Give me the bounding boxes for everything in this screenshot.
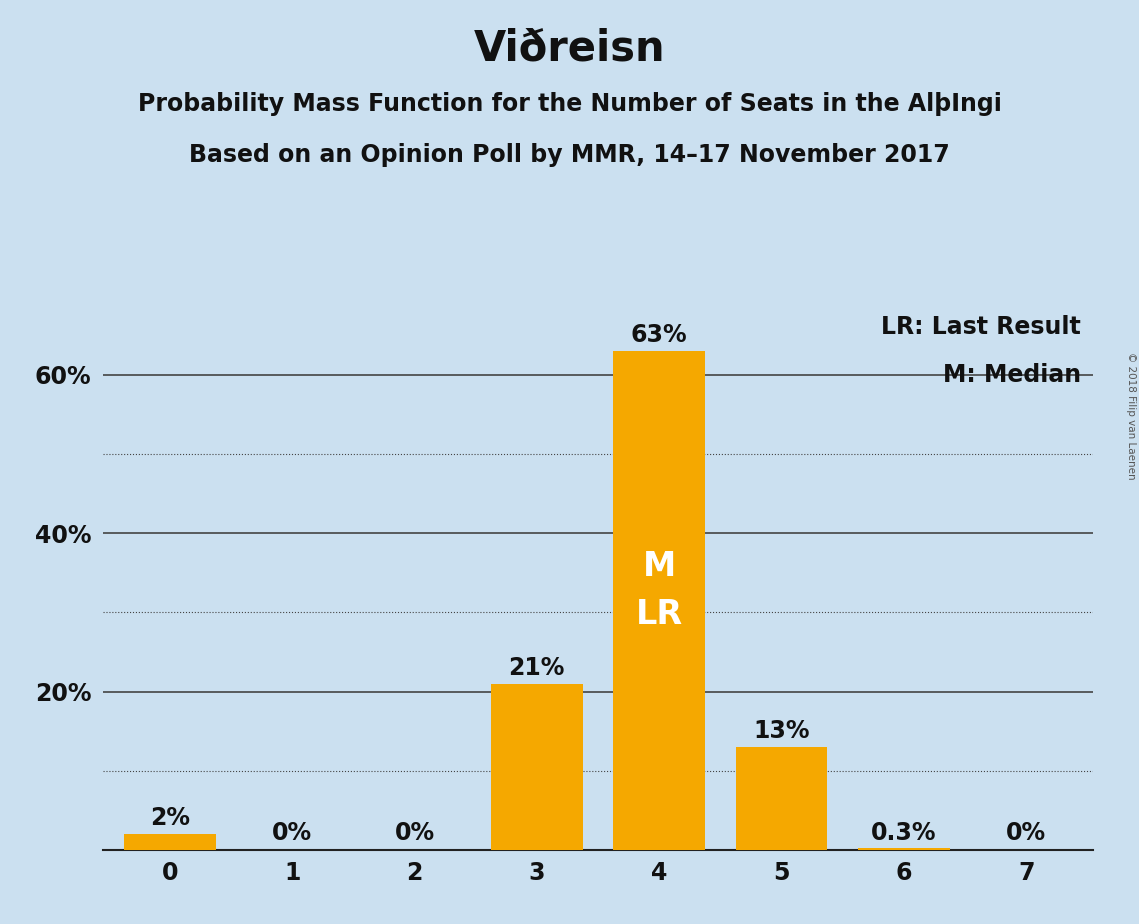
- Text: 13%: 13%: [753, 719, 810, 743]
- Text: © 2018 Filip van Laenen: © 2018 Filip van Laenen: [1126, 352, 1136, 480]
- Text: 21%: 21%: [509, 656, 565, 680]
- Bar: [858, 847, 950, 850]
- Text: 0.3%: 0.3%: [871, 821, 936, 845]
- Text: M
LR: M LR: [636, 550, 682, 631]
- Text: Based on an Opinion Poll by MMR, 14–17 November 2017: Based on an Opinion Poll by MMR, 14–17 N…: [189, 143, 950, 167]
- Text: 63%: 63%: [631, 323, 688, 347]
- Bar: [491, 684, 583, 850]
- Text: 0%: 0%: [394, 821, 435, 845]
- Bar: [613, 351, 705, 850]
- Text: 0%: 0%: [272, 821, 312, 845]
- Text: 2%: 2%: [150, 807, 190, 831]
- Bar: [736, 748, 827, 850]
- Text: LR: Last Result: LR: Last Result: [882, 315, 1081, 339]
- Text: Probability Mass Function for the Number of Seats in the AlþIngi: Probability Mass Function for the Number…: [138, 92, 1001, 116]
- Text: 0%: 0%: [1006, 821, 1047, 845]
- Bar: [124, 834, 215, 850]
- Text: Viðreisn: Viðreisn: [474, 28, 665, 69]
- Text: M: Median: M: Median: [943, 363, 1081, 387]
